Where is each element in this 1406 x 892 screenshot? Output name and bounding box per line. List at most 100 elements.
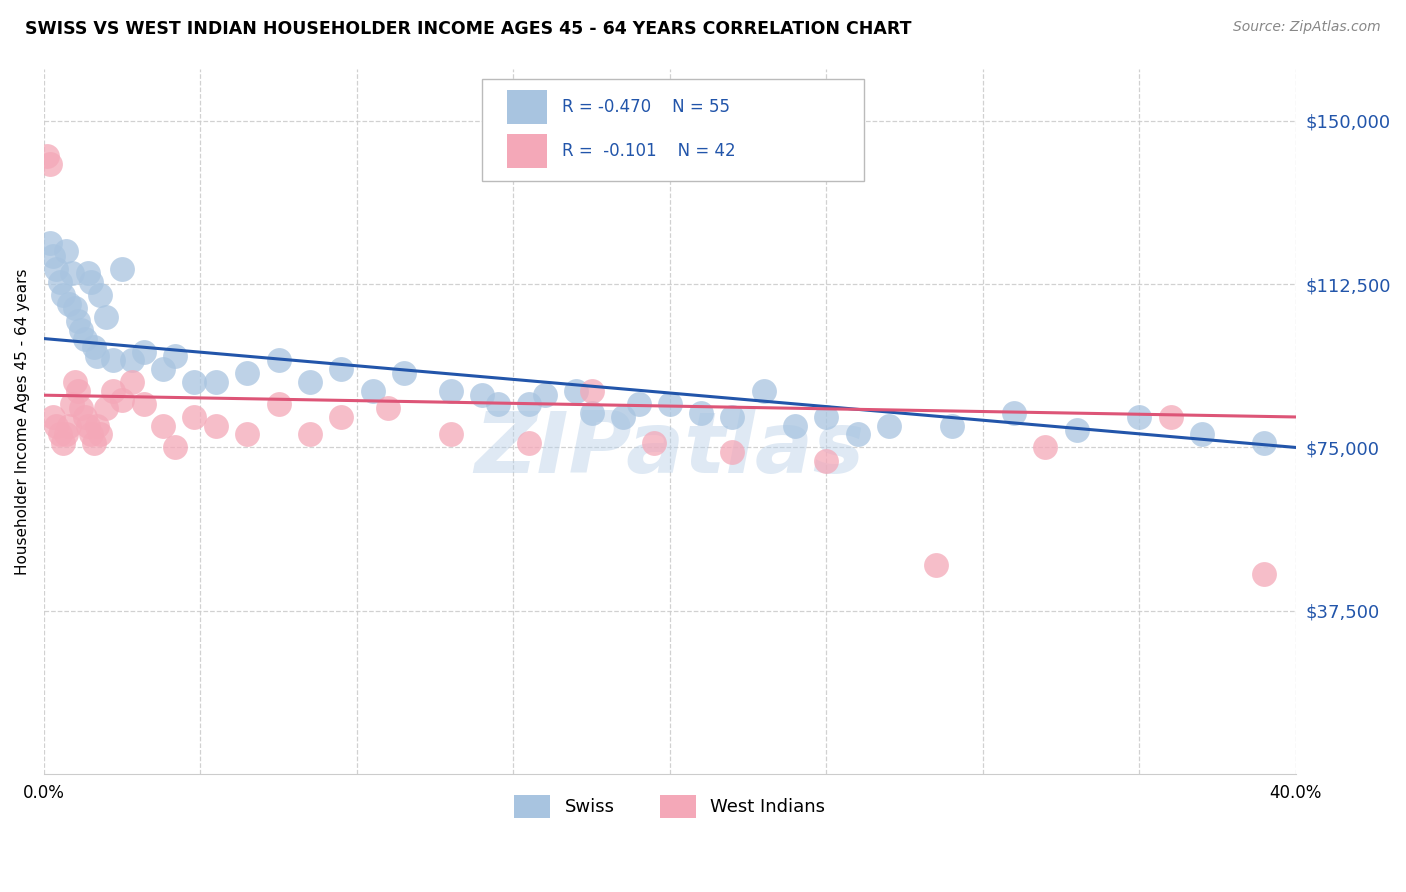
Point xyxy=(330,362,353,376)
FancyBboxPatch shape xyxy=(508,90,547,124)
Point xyxy=(96,310,118,324)
Point xyxy=(581,406,603,420)
Point xyxy=(45,418,67,433)
Point xyxy=(152,418,174,433)
Point xyxy=(52,436,75,450)
Point xyxy=(330,409,353,424)
Point xyxy=(183,375,205,389)
Point xyxy=(121,353,143,368)
Point xyxy=(48,275,70,289)
Point xyxy=(721,409,744,424)
Point xyxy=(815,453,838,467)
Point xyxy=(627,397,650,411)
Point xyxy=(1128,409,1150,424)
Point xyxy=(267,397,290,411)
Point xyxy=(45,261,67,276)
Point xyxy=(55,427,77,442)
Point xyxy=(67,384,90,398)
Point xyxy=(86,349,108,363)
Point xyxy=(941,418,963,433)
Point xyxy=(73,409,96,424)
Point xyxy=(517,436,540,450)
Point xyxy=(152,362,174,376)
Point xyxy=(877,418,900,433)
Point xyxy=(486,397,509,411)
Point xyxy=(533,388,555,402)
Point xyxy=(298,427,321,442)
Point xyxy=(76,266,98,280)
Point xyxy=(205,418,228,433)
Point xyxy=(55,244,77,259)
Point xyxy=(392,367,415,381)
Point xyxy=(925,558,948,572)
Point xyxy=(815,409,838,424)
Point xyxy=(96,401,118,416)
Point xyxy=(1160,409,1182,424)
Point xyxy=(101,384,124,398)
Point xyxy=(236,427,259,442)
Point xyxy=(86,418,108,433)
Point xyxy=(783,418,806,433)
Point xyxy=(35,148,58,162)
Point xyxy=(73,332,96,346)
Point xyxy=(80,275,103,289)
Point xyxy=(67,314,90,328)
Point xyxy=(42,409,65,424)
Point xyxy=(1253,436,1275,450)
Point xyxy=(76,418,98,433)
Point xyxy=(581,384,603,398)
Point xyxy=(658,397,681,411)
Point xyxy=(60,397,83,411)
FancyBboxPatch shape xyxy=(482,79,863,181)
Point xyxy=(612,409,634,424)
Point xyxy=(721,445,744,459)
Point xyxy=(89,288,111,302)
Point xyxy=(1066,423,1088,437)
Point xyxy=(565,384,588,398)
Point xyxy=(165,441,187,455)
Point xyxy=(846,427,869,442)
FancyBboxPatch shape xyxy=(508,135,547,169)
Point xyxy=(111,392,134,407)
Text: R =  -0.101    N = 42: R = -0.101 N = 42 xyxy=(562,143,735,161)
Point xyxy=(298,375,321,389)
Point xyxy=(42,249,65,263)
Point xyxy=(111,261,134,276)
Point xyxy=(165,349,187,363)
Point xyxy=(63,375,86,389)
Point xyxy=(440,384,463,398)
Point xyxy=(690,406,713,420)
Point xyxy=(60,266,83,280)
Point xyxy=(63,301,86,315)
Point xyxy=(377,401,399,416)
Point xyxy=(1191,427,1213,442)
Point xyxy=(752,384,775,398)
Point xyxy=(52,288,75,302)
Point xyxy=(440,427,463,442)
Point xyxy=(1035,441,1057,455)
Text: ZIPatlas: ZIPatlas xyxy=(475,408,865,491)
Point xyxy=(132,344,155,359)
Point xyxy=(517,397,540,411)
Point xyxy=(80,427,103,442)
Point xyxy=(1002,406,1025,420)
Point xyxy=(205,375,228,389)
Point xyxy=(70,401,93,416)
Point xyxy=(643,436,665,450)
Point xyxy=(39,235,62,250)
Legend: Swiss, West Indians: Swiss, West Indians xyxy=(508,788,832,825)
Point xyxy=(361,384,384,398)
Point xyxy=(1253,566,1275,581)
Point xyxy=(83,340,105,354)
Point xyxy=(83,436,105,450)
Point xyxy=(39,157,62,171)
Point xyxy=(121,375,143,389)
Point xyxy=(183,409,205,424)
Point xyxy=(267,353,290,368)
Point xyxy=(70,323,93,337)
Point xyxy=(132,397,155,411)
Y-axis label: Householder Income Ages 45 - 64 years: Householder Income Ages 45 - 64 years xyxy=(15,268,30,574)
Point xyxy=(89,427,111,442)
Point xyxy=(101,353,124,368)
Text: SWISS VS WEST INDIAN HOUSEHOLDER INCOME AGES 45 - 64 YEARS CORRELATION CHART: SWISS VS WEST INDIAN HOUSEHOLDER INCOME … xyxy=(25,20,912,37)
